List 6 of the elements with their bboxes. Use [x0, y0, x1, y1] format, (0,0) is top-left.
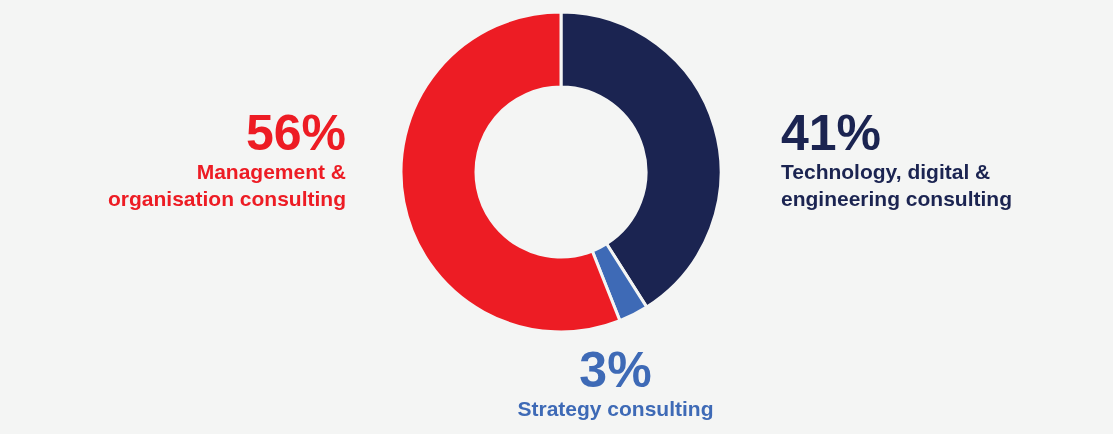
- slice-label: Strategy consulting: [517, 397, 714, 420]
- data-label: 41%: [781, 105, 882, 161]
- slice-label: Management & organisation consulting: [107, 160, 346, 210]
- slice-label: Technology, digital & engineering consulting: [781, 160, 1013, 210]
- data-label: 56%: [245, 105, 346, 161]
- data-label: 3%: [579, 342, 652, 398]
